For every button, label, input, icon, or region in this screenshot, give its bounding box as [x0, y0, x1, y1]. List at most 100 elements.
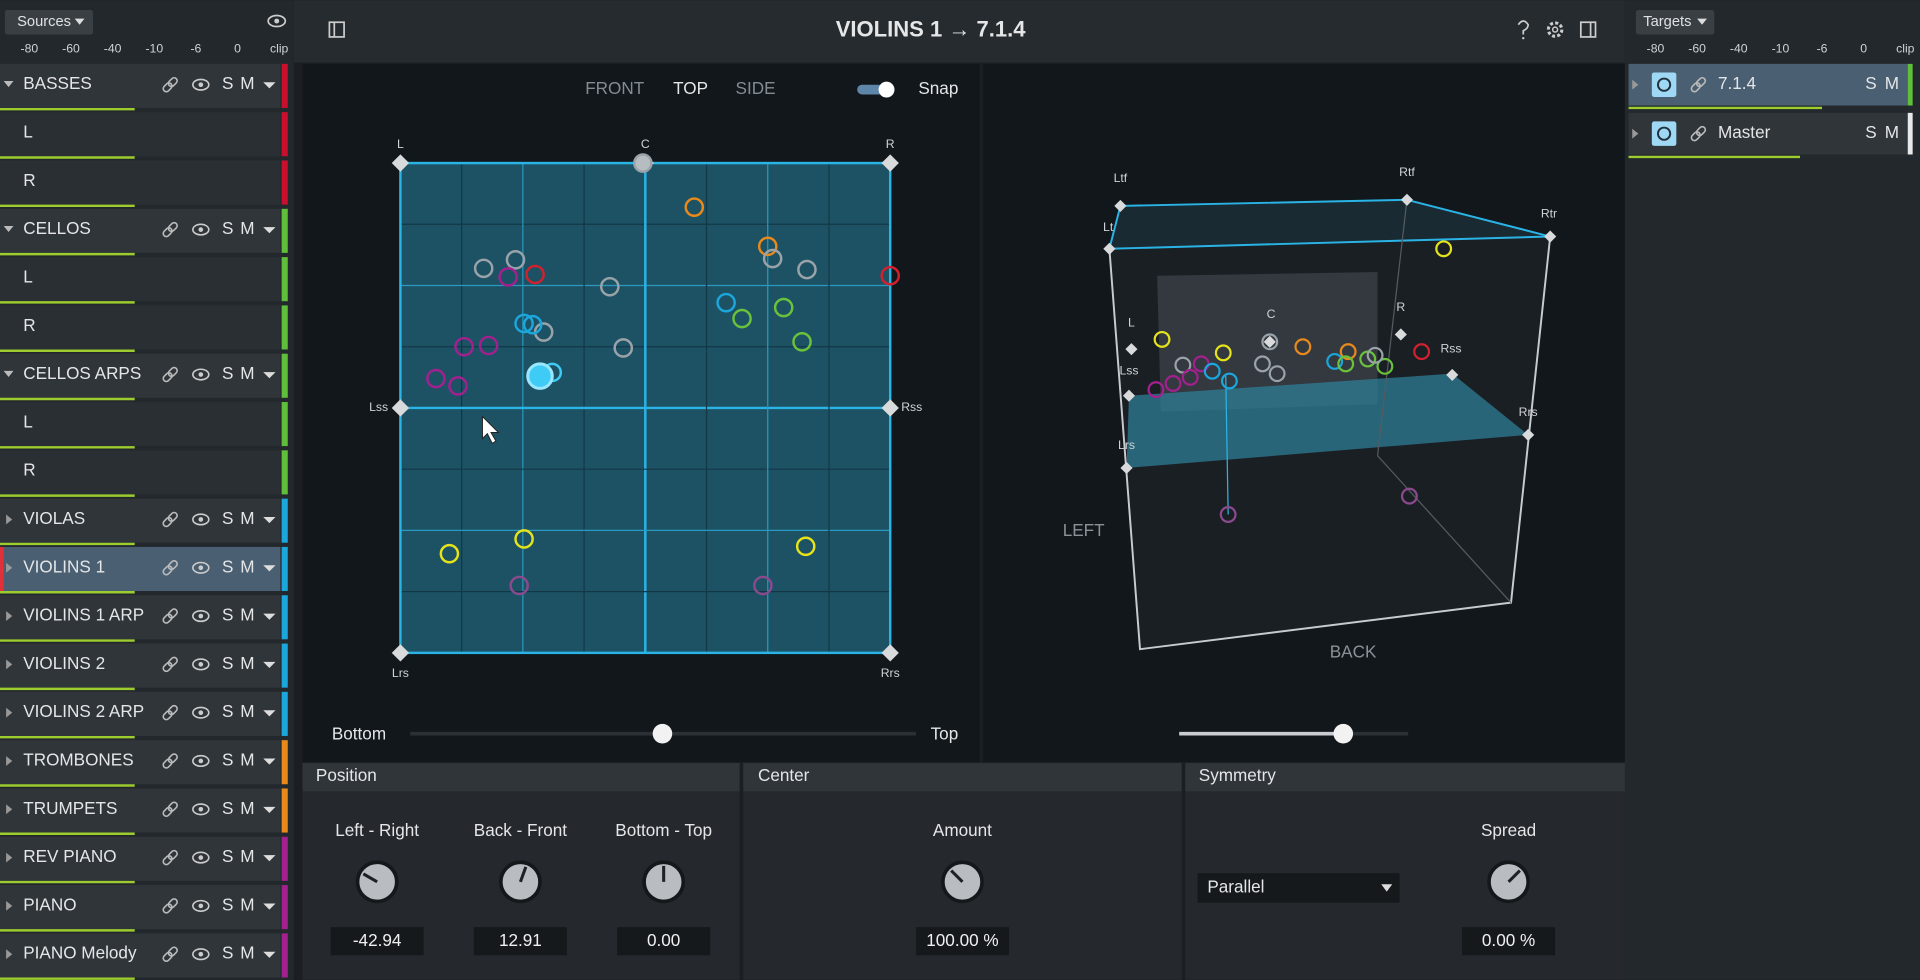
link-icon[interactable] [162, 849, 178, 866]
solo-button[interactable]: S [222, 798, 233, 818]
link-icon[interactable] [162, 76, 178, 93]
mute-button[interactable]: M [240, 701, 254, 721]
expand-arrow[interactable] [6, 852, 13, 863]
snap-toggle[interactable] [878, 81, 895, 98]
eye-icon[interactable] [192, 948, 210, 961]
collapse-arrow[interactable] [3, 81, 14, 88]
link-icon[interactable] [162, 946, 178, 962]
panel-icon[interactable] [1579, 21, 1597, 38]
expand-arrow[interactable] [6, 611, 13, 621]
expand-arrow[interactable] [1632, 79, 1639, 90]
mute-button[interactable]: M [240, 943, 254, 963]
channel-row[interactable] [0, 257, 281, 302]
track-row[interactable] [0, 353, 281, 398]
expand-arrow[interactable] [6, 756, 13, 766]
link-icon[interactable] [162, 221, 178, 238]
eye-icon[interactable] [274, 18, 280, 24]
solo-button[interactable]: S [1865, 73, 1876, 93]
track-row[interactable] [0, 498, 281, 543]
solo-button[interactable]: S [222, 750, 233, 770]
snap-toggle[interactable] [857, 81, 895, 98]
solo-button[interactable]: S [222, 894, 233, 914]
solo-button[interactable]: S [222, 363, 233, 383]
expand-arrow[interactable] [1632, 128, 1639, 139]
track-row[interactable] [0, 643, 281, 688]
zoom-slider-knob[interactable] [1333, 723, 1354, 744]
track-row[interactable] [0, 691, 281, 736]
eye-icon[interactable] [192, 899, 210, 912]
mute-button[interactable]: M [240, 363, 254, 383]
panel-icon[interactable] [1579, 21, 1597, 38]
settings-icon[interactable] [1551, 26, 1559, 33]
mute-button[interactable]: M [240, 846, 254, 866]
solo-button[interactable]: S [222, 605, 233, 625]
caret[interactable] [263, 565, 276, 572]
eye-icon[interactable] [192, 658, 210, 671]
solo-button[interactable]: S [222, 846, 233, 866]
collapse-arrow[interactable] [3, 225, 14, 233]
solo-button[interactable]: S [222, 508, 233, 528]
channel-row[interactable] [0, 160, 281, 205]
eye-icon[interactable] [192, 78, 210, 91]
settings-icon[interactable] [1546, 21, 1564, 38]
eye-icon[interactable] [192, 610, 210, 623]
link-icon[interactable] [1690, 76, 1707, 93]
mute-button[interactable]: M [1885, 73, 1899, 93]
solo-button[interactable]: S [222, 218, 233, 238]
mute-button[interactable]: M [240, 605, 254, 625]
caret[interactable] [263, 806, 276, 813]
expand-arrow[interactable] [6, 562, 13, 573]
caret[interactable] [263, 855, 276, 862]
eye-icon[interactable] [267, 14, 287, 28]
expand-arrow[interactable] [6, 804, 13, 815]
value-box[interactable] [617, 927, 711, 956]
mute-button[interactable]: M [240, 653, 254, 673]
value-box[interactable] [1462, 927, 1556, 956]
help-icon[interactable] [1517, 20, 1530, 35]
link-icon[interactable] [162, 560, 178, 576]
mute-button[interactable]: M [240, 218, 254, 238]
mute-button[interactable]: M [240, 556, 254, 576]
eye-icon[interactable] [192, 754, 210, 768]
channel-row[interactable] [0, 112, 281, 157]
view-tab[interactable]: FRONT [585, 78, 645, 98]
track-row[interactable] [0, 208, 281, 253]
mute-button[interactable]: M [240, 750, 254, 770]
caret[interactable] [263, 661, 276, 669]
expand-arrow[interactable] [6, 514, 13, 525]
link-icon[interactable] [162, 511, 178, 528]
eye-icon[interactable] [192, 561, 210, 574]
caret[interactable] [263, 227, 276, 234]
help-icon[interactable] [1517, 20, 1530, 40]
channel-row[interactable] [0, 402, 281, 447]
link-icon[interactable] [162, 898, 178, 914]
link-icon[interactable] [162, 656, 178, 673]
eye-icon[interactable] [192, 513, 210, 526]
solo-button[interactable]: S [222, 73, 233, 93]
sidebar-toggle[interactable] [328, 21, 345, 38]
track-row[interactable] [0, 933, 281, 978]
link-icon[interactable] [162, 608, 178, 624]
channel-row[interactable] [0, 450, 281, 495]
height-slider-knob[interactable] [652, 723, 673, 744]
view-tab[interactable]: SIDE [736, 78, 776, 98]
track-row[interactable] [0, 595, 281, 640]
targets-dropdown[interactable] [1635, 10, 1715, 35]
mute-button[interactable]: M [240, 73, 254, 93]
caret[interactable] [263, 903, 276, 910]
track-row[interactable] [0, 740, 281, 785]
link-icon[interactable] [162, 366, 178, 383]
eye-icon[interactable] [192, 706, 210, 719]
solo-button[interactable]: S [1865, 122, 1876, 142]
track-row[interactable] [0, 836, 281, 881]
eye-icon[interactable] [192, 803, 210, 816]
help-icon[interactable] [1522, 36, 1525, 40]
eye-icon[interactable] [192, 223, 210, 236]
track-row[interactable] [0, 788, 281, 833]
caret[interactable] [263, 613, 276, 620]
mute-button[interactable]: M [1885, 122, 1899, 142]
caret[interactable] [263, 710, 276, 717]
solo-button[interactable]: S [222, 701, 233, 721]
expand-arrow[interactable] [6, 949, 13, 960]
track-row[interactable] [0, 885, 281, 930]
